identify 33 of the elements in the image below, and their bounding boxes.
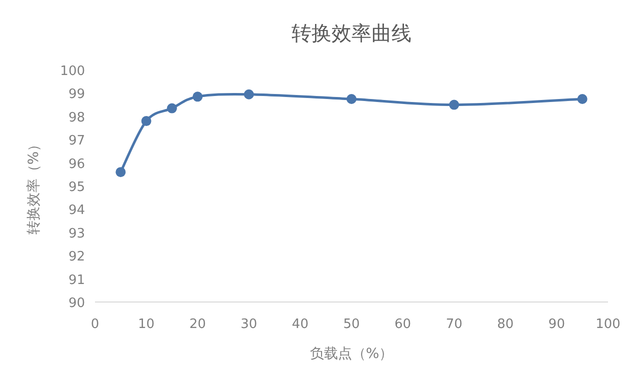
point xyxy=(116,167,126,178)
point xyxy=(244,89,254,100)
y-tick-label: 99 xyxy=(68,87,85,102)
y-tick-label: 100 xyxy=(60,64,85,79)
y-tick-label: 92 xyxy=(68,250,85,265)
y-tick-label: 98 xyxy=(68,110,85,126)
x-tick-label: 50 xyxy=(343,317,360,332)
point xyxy=(166,103,177,114)
y-tick-label: 95 xyxy=(68,180,85,195)
x-tick-label: 60 xyxy=(394,317,412,332)
x-tick-label: 0 xyxy=(90,317,100,332)
x-tick-label: 30 xyxy=(240,317,258,332)
y-tick-label: 97 xyxy=(68,134,85,149)
x-tick-label: 20 xyxy=(189,317,206,332)
y-tick-label: 93 xyxy=(68,226,85,242)
x-tick-label: 100 xyxy=(596,317,620,332)
x-axis-title: 负载点（%） xyxy=(310,346,394,362)
x-tick-label: 80 xyxy=(497,317,514,332)
y-tick-label: 94 xyxy=(68,203,85,218)
point xyxy=(141,116,152,126)
point xyxy=(449,100,460,110)
point xyxy=(192,92,203,102)
y-axis-title: 转换效率（%） xyxy=(26,137,42,235)
x-tick-label: 70 xyxy=(446,317,462,332)
x-tick-label: 40 xyxy=(292,317,308,332)
chart-title: 转换效率曲线 xyxy=(292,21,412,45)
x-tick-label: 90 xyxy=(548,317,565,332)
point xyxy=(346,94,356,104)
y-tick-label: 90 xyxy=(68,296,85,311)
x-tick-label: 10 xyxy=(138,317,155,332)
y-tick-label: 91 xyxy=(68,272,85,288)
y-tick-label: 96 xyxy=(68,156,85,172)
point xyxy=(577,94,588,104)
